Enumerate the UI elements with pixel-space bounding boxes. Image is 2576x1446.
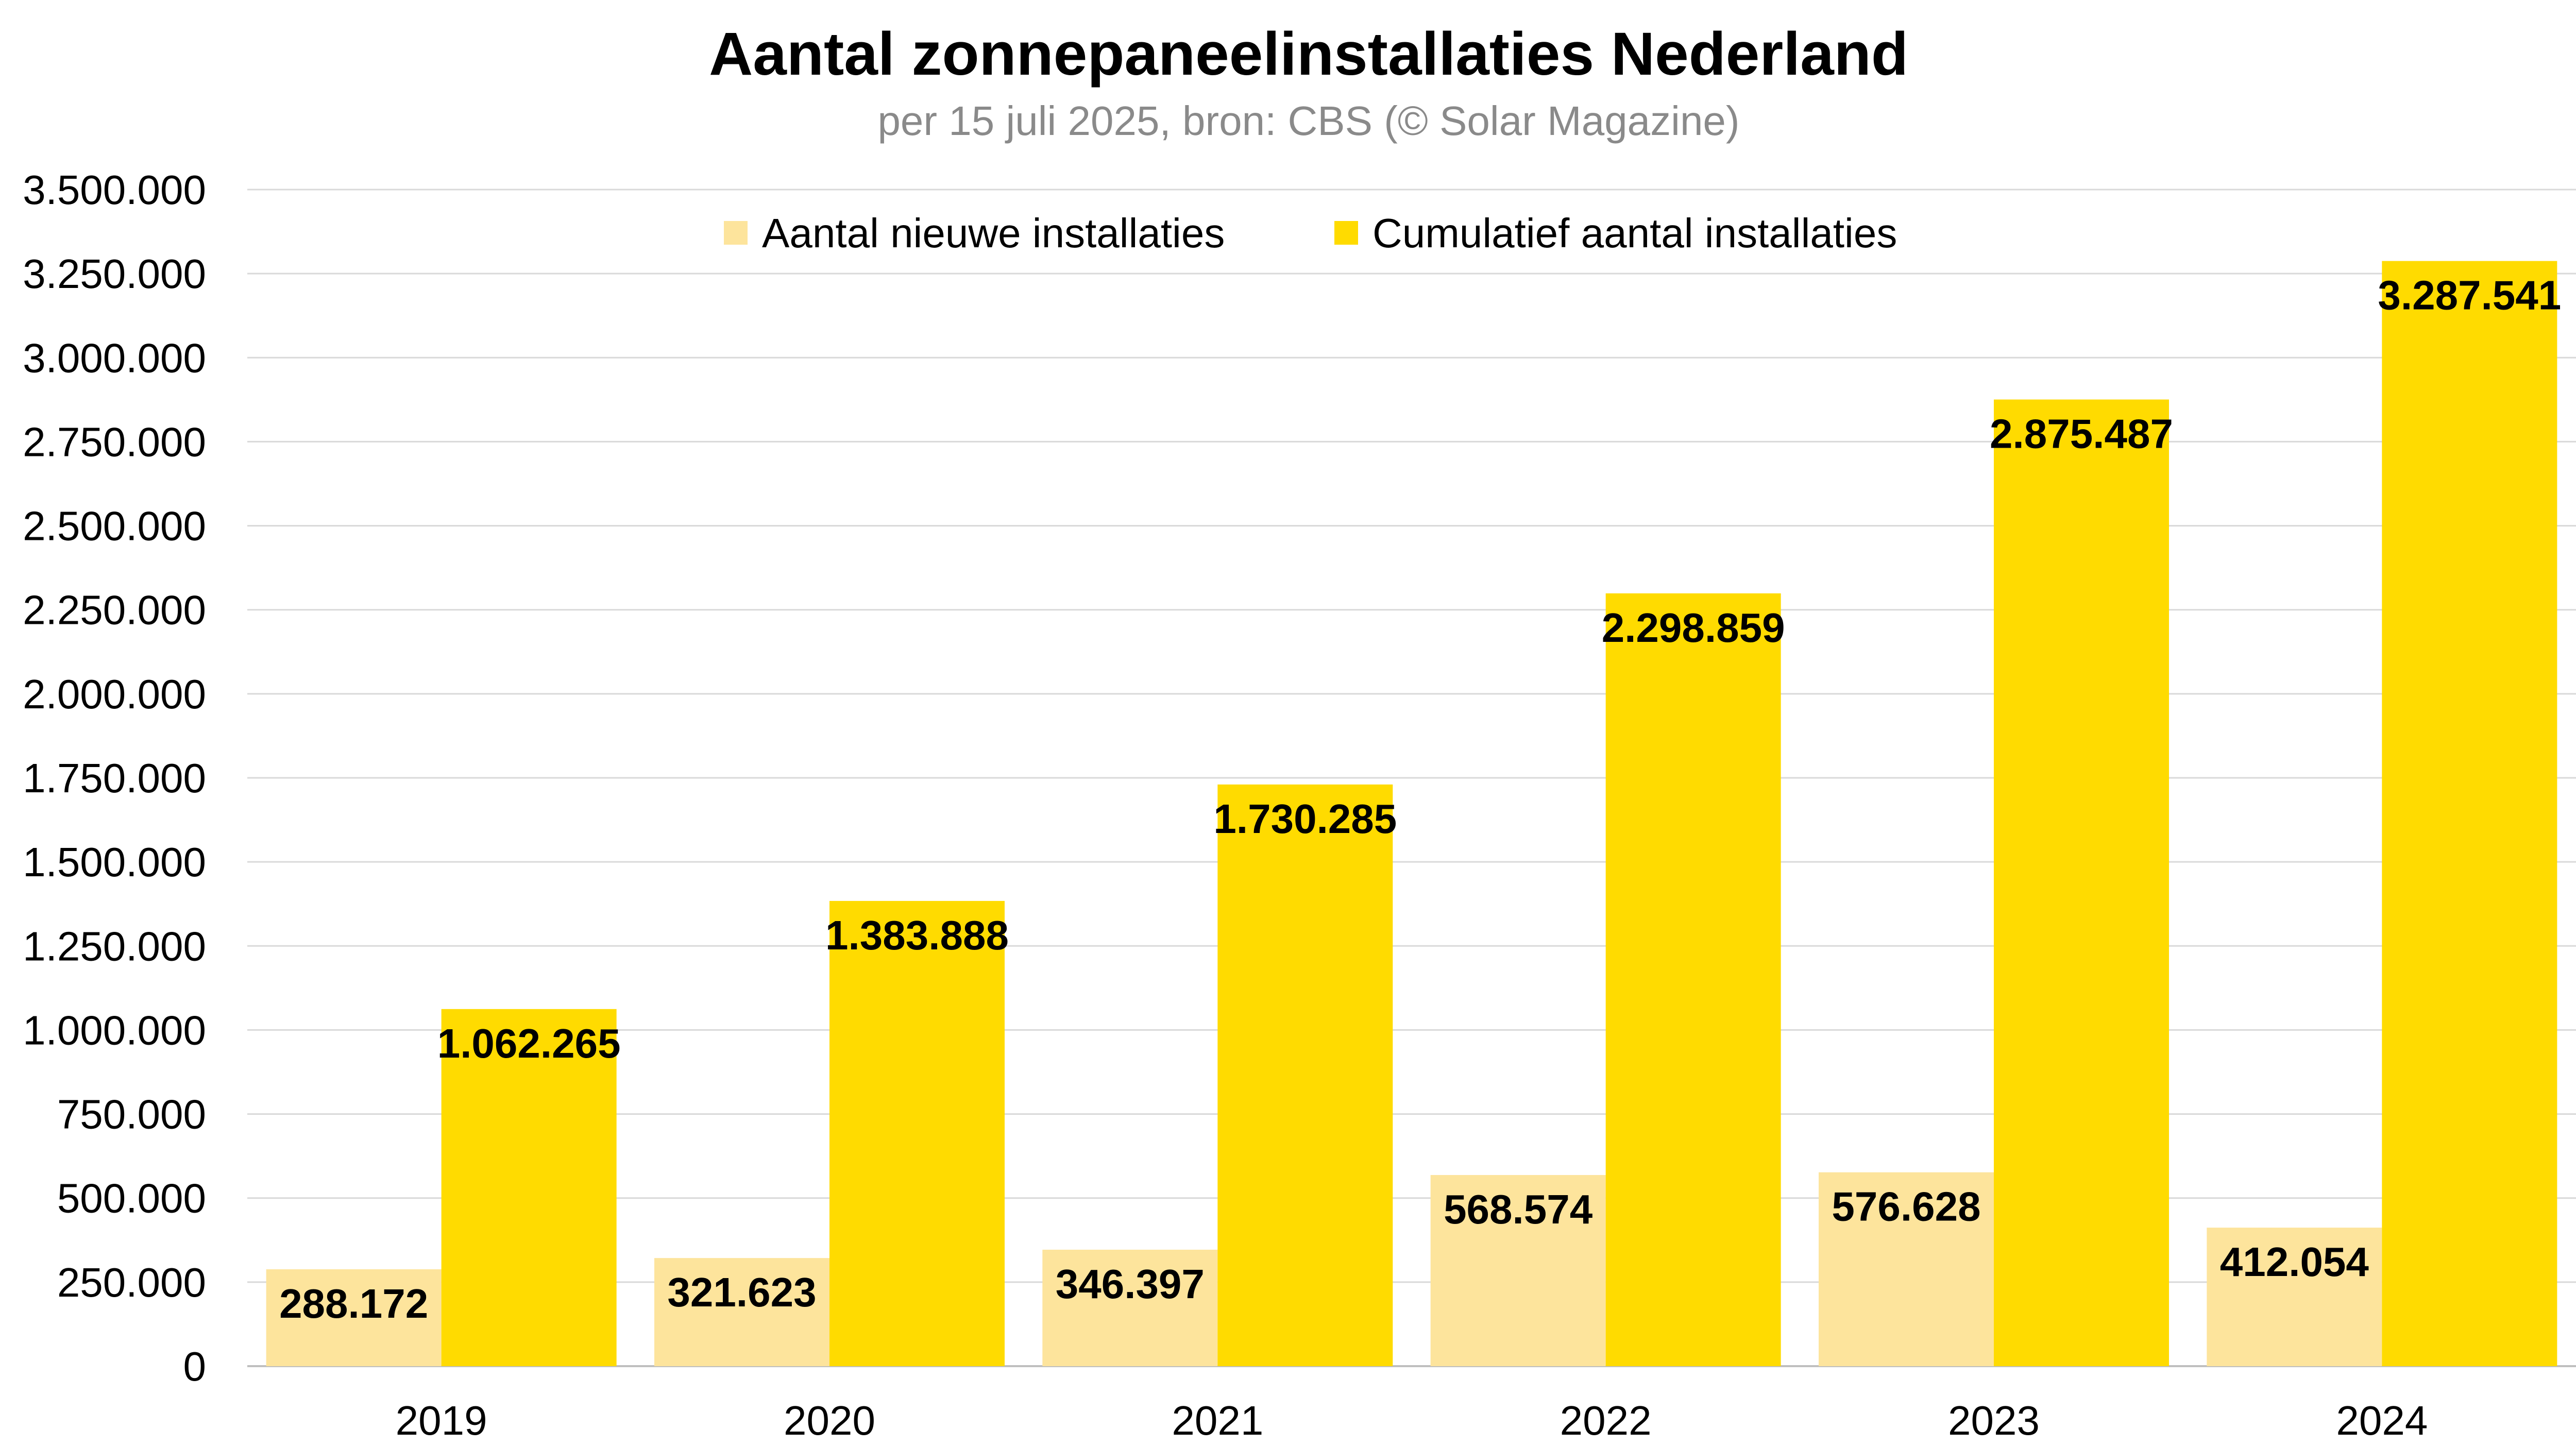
data-label-new: 568.574 [1444, 1186, 1593, 1232]
data-label-new: 346.397 [1056, 1261, 1205, 1307]
data-label-cumulative: 1.062.265 [437, 1020, 621, 1066]
bar-new-installations [1430, 1175, 1606, 1366]
x-tick-label: 2022 [1560, 1398, 1652, 1443]
legend-item-new: Aantal nieuwe installaties [724, 210, 1225, 256]
bar-new-installations [1819, 1172, 1994, 1366]
y-tick-label: 2.750.000 [23, 419, 206, 465]
legend: Aantal nieuwe installaties Cumulatief aan… [724, 210, 1897, 256]
data-label-cumulative: 3.287.541 [2378, 273, 2561, 318]
bar-cumulative-installations [441, 1009, 617, 1366]
y-tick-label: 3.250.000 [23, 251, 206, 297]
y-tick-label: 750.000 [57, 1092, 206, 1137]
bars [266, 261, 2557, 1367]
y-axis-ticks: 0 250.000 500.000 750.000 1.000.000 1.250.000… [23, 167, 206, 1389]
y-tick-label: 1.250.000 [23, 923, 206, 969]
chart-title: Aantal zonnepaneelinstallaties Nederland [709, 20, 1908, 88]
y-tick-label: 3.500.000 [23, 167, 206, 213]
y-tick-label: 2.250.000 [23, 587, 206, 633]
x-axis-ticks: 2019 2020 2021 2022 2023 2024 [396, 1398, 2428, 1443]
gridlines [247, 189, 2576, 1367]
x-tick-label: 2019 [396, 1398, 487, 1443]
y-tick-label: 2.500.000 [23, 503, 206, 549]
bar-new-installations [654, 1258, 829, 1366]
y-tick-label: 1.500.000 [23, 839, 206, 885]
data-label-cumulative: 2.298.859 [1602, 605, 1785, 651]
x-tick-label: 2021 [1172, 1398, 1263, 1443]
bar-cumulative-installations [829, 900, 1005, 1366]
data-labels: 288.172 1.062.265 321.623 1.383.888 346.397 1… [279, 273, 2561, 1326]
legend-item-cumulative: Cumulatief aantal installaties [1334, 210, 1897, 256]
bar-cumulative-installations [1217, 784, 1393, 1366]
data-label-new: 576.628 [1832, 1184, 1980, 1230]
data-label-new: 288.172 [279, 1281, 428, 1326]
chart-subtitle: per 15 juli 2025, bron: CBS (© Solar Mag… [877, 98, 1739, 144]
data-label-new: 321.623 [667, 1269, 816, 1315]
bar-cumulative-installations [1994, 399, 2169, 1367]
bar-new-installations [2207, 1228, 2382, 1366]
data-label-cumulative: 2.875.487 [1990, 411, 2173, 457]
bar-new-installations [1042, 1249, 1218, 1366]
legend-label: Cumulatief aantal installaties [1372, 210, 1897, 256]
y-tick-label: 2.000.000 [23, 671, 206, 717]
y-tick-label: 0 [183, 1343, 207, 1389]
bar-cumulative-installations [2382, 261, 2557, 1366]
legend-swatch [1334, 221, 1358, 245]
legend-label: Aantal nieuwe installaties [762, 210, 1225, 256]
x-tick-label: 2020 [784, 1398, 875, 1443]
y-tick-label: 1.000.000 [23, 1007, 206, 1053]
x-tick-label: 2024 [2336, 1398, 2428, 1443]
y-tick-label: 3.000.000 [23, 335, 206, 381]
data-label-cumulative: 1.383.888 [825, 912, 1009, 958]
legend-swatch [724, 221, 748, 245]
y-tick-label: 250.000 [57, 1260, 206, 1305]
y-tick-label: 1.750.000 [23, 755, 206, 801]
bar-cumulative-installations [1605, 593, 1781, 1366]
x-tick-label: 2023 [1948, 1398, 2040, 1443]
data-label-cumulative: 1.730.285 [1213, 796, 1397, 842]
data-label-new: 412.054 [2220, 1239, 2369, 1285]
y-tick-label: 500.000 [57, 1176, 206, 1221]
bar-new-installations [266, 1269, 442, 1366]
